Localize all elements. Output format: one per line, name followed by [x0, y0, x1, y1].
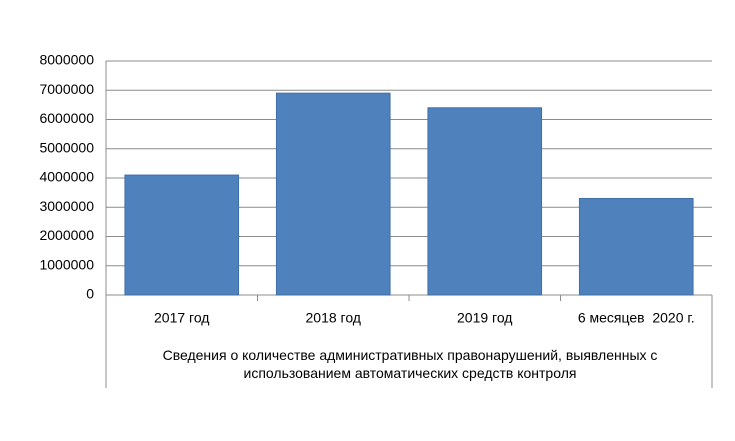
y-tick-label: 0	[86, 286, 94, 302]
bar	[275, 92, 391, 296]
y-tick-label: 3000000	[39, 198, 94, 214]
y-tick-label: 7000000	[39, 81, 94, 97]
x-tick-label: 2017 год	[154, 310, 209, 326]
y-tick-label: 6000000	[39, 110, 94, 126]
x-tick-label: 6 месяцев 2020 г.	[578, 310, 695, 326]
x-axis-title: Сведения о количестве административных п…	[162, 347, 658, 381]
y-tick-label: 2000000	[39, 227, 94, 243]
x-tick-label: 2018 год	[306, 310, 361, 326]
y-tick-label: 8000000	[39, 52, 94, 68]
y-tick-label: 4000000	[39, 169, 94, 185]
x-tick-label: 2019 год	[457, 310, 512, 326]
bar	[427, 107, 543, 296]
bar	[124, 174, 240, 296]
y-tick-label: 1000000	[39, 256, 94, 272]
y-tick-label: 5000000	[39, 139, 94, 155]
bar	[578, 197, 694, 296]
